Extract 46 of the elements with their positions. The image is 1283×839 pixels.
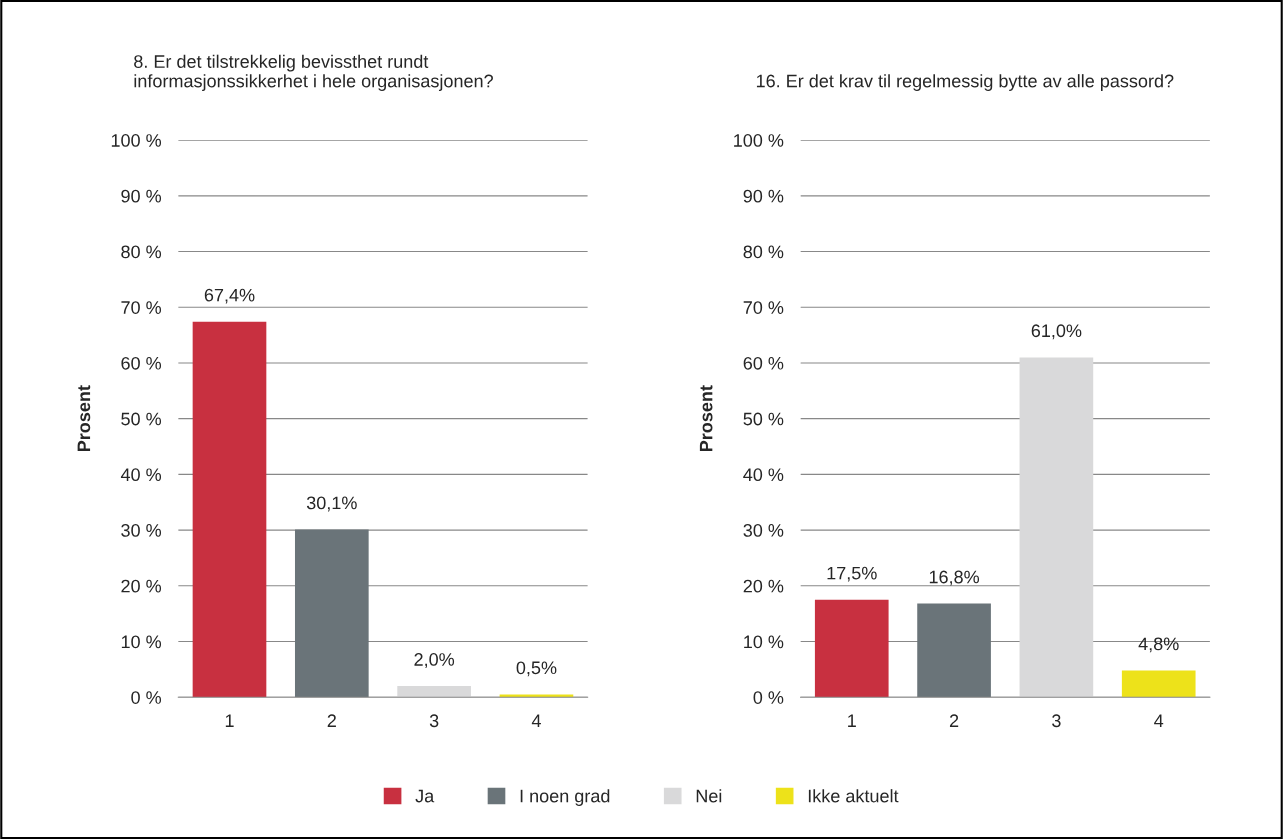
- text: 61,0%: [1031, 324, 1082, 340]
- x-tick-label: 2: [949, 714, 959, 727]
- y-tick-label: 10 %: [744, 635, 784, 649]
- y-tick-label: 70 %: [743, 301, 784, 314]
- text: 30,1%: [306, 496, 357, 512]
- chart-title: 8. Er det tilstrekkelig bevissthet rundt informasjonssikkerhet i hele organisasjonen?: [134, 54, 493, 91]
- chart-title: 16. Er det krav til regelmessig bytte av alle passord?: [756, 74, 1174, 91]
- x-tick-label: 3: [1052, 714, 1061, 728]
- y-tick-label: 0 %: [753, 691, 784, 704]
- y-tick-label: 50 %: [743, 412, 784, 426]
- y-tick-label: 100 %: [111, 134, 162, 147]
- text: 16,8%: [929, 570, 980, 586]
- legend-label: I noen grad: [520, 789, 610, 806]
- text: 0,5%: [516, 661, 557, 677]
- y-tick-label: 60 %: [743, 356, 784, 370]
- y-tick-label: 20 %: [743, 579, 784, 593]
- y-tick-label: 50 %: [121, 412, 162, 426]
- y-tick-label: 80 %: [743, 245, 784, 259]
- legend-label: Ja: [415, 789, 435, 803]
- y-tick-label: 100 %: [734, 134, 784, 147]
- y-tick-label: 60 %: [121, 356, 162, 370]
- y-tick-label: 30 %: [121, 524, 162, 537]
- legend-label: Ikke aktuelt: [808, 789, 899, 803]
- x-tick-label: 2: [327, 714, 336, 727]
- legend-label: Nei: [696, 789, 722, 803]
- x-tick-label: 1: [225, 714, 234, 727]
- y-tick-label: 10 %: [121, 635, 162, 649]
- x-tick-label: 4: [531, 714, 541, 727]
- y-tick-label: 90 %: [121, 189, 162, 203]
- y-tick-label: 20 %: [121, 579, 162, 593]
- text: 4,8%: [1138, 637, 1179, 653]
- text: 17,5%: [827, 566, 877, 582]
- y-tick-label: 30 %: [743, 524, 784, 537]
- y-tick-label: 0 %: [131, 691, 162, 704]
- x-tick-label: 1: [848, 714, 856, 727]
- y-axis-title: Prosent: [699, 385, 713, 452]
- y-tick-label: 80 %: [121, 245, 162, 259]
- y-axis-title: Prosent: [77, 385, 91, 452]
- y-tick-label: 40 %: [120, 468, 162, 482]
- x-tick-label: 3: [429, 714, 439, 728]
- text: 2,0%: [414, 653, 455, 668]
- y-tick-label: 40 %: [743, 468, 784, 482]
- y-tick-label: 70 %: [121, 301, 162, 314]
- text: 67,4%: [204, 288, 255, 304]
- y-tick-label: 90 %: [743, 189, 784, 203]
- x-tick-label: 4: [1154, 714, 1164, 727]
